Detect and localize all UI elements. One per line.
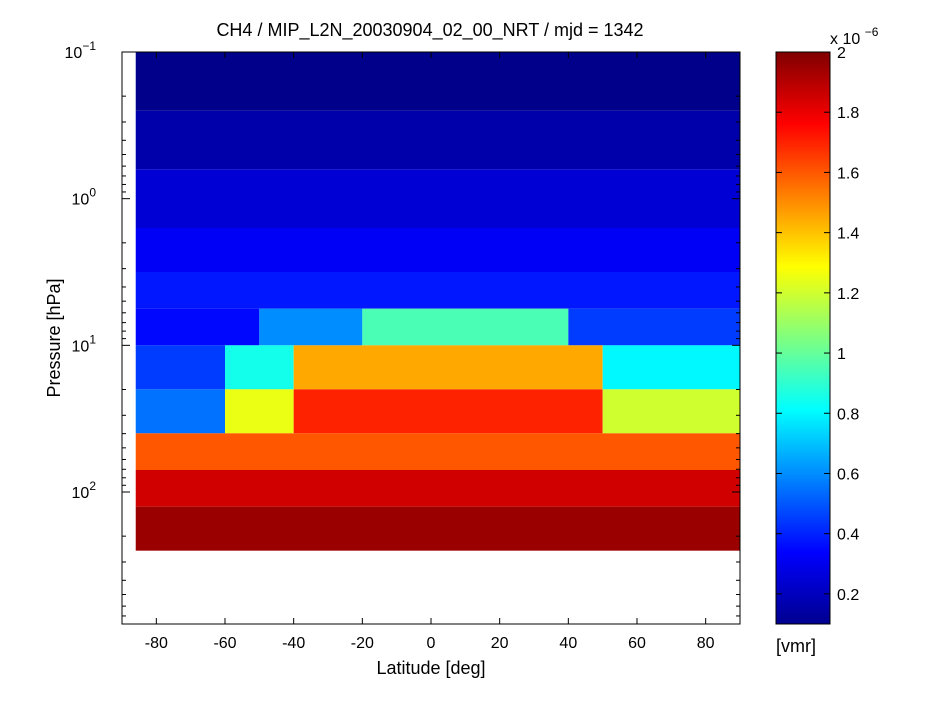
heatmap-cell-11 <box>293 345 603 390</box>
heatmap-cell-10 <box>225 345 294 390</box>
colorbar-tick-label-6: 1.4 <box>837 226 859 243</box>
heatmap-cell-19 <box>135 506 740 551</box>
colorbar-scale-prefix: x 10 <box>830 31 860 48</box>
chart-title: CH4 / MIP_L2N_20030904_02_00_NRT / mjd =… <box>216 20 643 41</box>
x-tick-label-4: 0 <box>427 635 436 652</box>
x-tick-label-5: 20 <box>491 635 509 652</box>
colorbar-tick-label-0: 0.2 <box>837 587 859 604</box>
colorbar-tick-label-3: 0.8 <box>837 406 859 423</box>
x-tick-label-8: 80 <box>697 635 715 652</box>
heatmap-cell-18 <box>135 470 740 507</box>
heatmap-cell-5 <box>135 308 260 346</box>
heatmap-cell-0 <box>135 52 740 111</box>
colorbar-scale-exponent: −6 <box>865 25 879 39</box>
y-tick-label-2: 101 <box>72 332 97 355</box>
colorbar-scale-label: x 10 −6 <box>830 25 879 48</box>
heatmap-cell-12 <box>602 345 740 390</box>
heatmap-cell-16 <box>602 389 740 434</box>
x-axis: -80 -60 -40 -20 0 20 40 60 80 <box>145 52 715 652</box>
heatmap-cell-14 <box>225 389 294 434</box>
x-tick-label-6: 40 <box>559 635 577 652</box>
heatmap-cells <box>135 52 740 551</box>
colorbar-gradient <box>775 51 831 625</box>
y-tick-exponent-0: −1 <box>82 39 96 53</box>
y-tick-label-3: 102 <box>72 479 97 502</box>
heatmap-cell-15 <box>293 389 603 434</box>
colorbar-tick-label-7: 1.6 <box>837 165 859 182</box>
colorbar-tick-label-2: 0.6 <box>837 466 859 483</box>
heatmap-cell-9 <box>135 345 225 390</box>
colorbar-tick-label-1: 0.4 <box>837 527 859 544</box>
heatmap-cell-1 <box>135 110 740 170</box>
colorbar-tick-label-4: 1 <box>837 346 846 363</box>
colorbar: 0.2 0.4 0.6 0.8 1 1.2 1.4 1.6 1.8 2 x 10 −6 [vmr] <box>775 25 879 656</box>
colorbar-tick-label-9: 2 <box>837 45 846 62</box>
heatmap-cell-3 <box>135 228 740 272</box>
y-tick-exponent-2: 1 <box>89 332 96 346</box>
colorbar-unit-label: [vmr] <box>776 636 816 656</box>
colorbar-tick-label-5: 1.2 <box>837 286 859 303</box>
x-tick-label-3: -20 <box>351 635 374 652</box>
colorbar-ticks: 0.2 0.4 0.6 0.8 1 1.2 1.4 1.6 1.8 2 <box>776 45 859 604</box>
x-tick-label-7: 60 <box>628 635 646 652</box>
heatmap-cell-17 <box>135 433 740 470</box>
heatmap-cell-6 <box>259 308 363 346</box>
x-tick-label-2: -40 <box>282 635 305 652</box>
y-tick-label-1: 100 <box>72 186 97 209</box>
heatmap-cell-8 <box>568 308 740 346</box>
colorbar-tick-label-8: 1.8 <box>837 105 859 122</box>
heatmap-cell-2 <box>135 169 740 228</box>
x-axis-label: Latitude [deg] <box>376 658 485 678</box>
heatmap-cell-4 <box>135 272 740 309</box>
y-tick-label-0: 10−1 <box>65 39 97 62</box>
y-axis-label: Pressure [hPa] <box>44 278 64 397</box>
heatmap-cell-7 <box>362 308 569 346</box>
y-tick-exponent-3: 2 <box>89 479 96 493</box>
x-tick-label-1: -60 <box>213 635 236 652</box>
heatmap-cell-13 <box>135 389 225 434</box>
x-tick-label-0: -80 <box>145 635 168 652</box>
y-tick-exponent-1: 0 <box>89 186 96 200</box>
